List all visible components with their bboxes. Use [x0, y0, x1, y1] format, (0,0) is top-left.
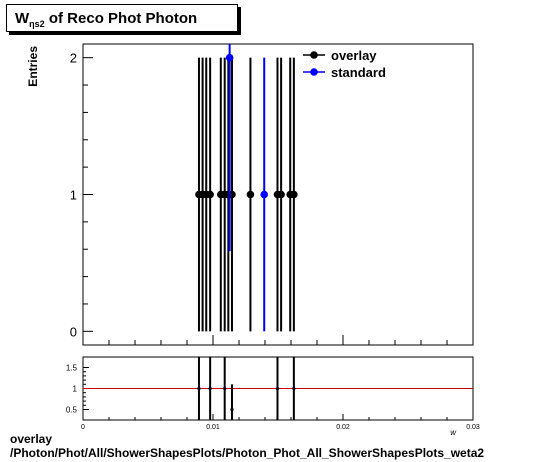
ratio-y-tick-label: 1.5	[66, 364, 78, 373]
main-y-tick-label: 1	[70, 188, 77, 203]
ratio-point-ratio	[292, 386, 296, 391]
main-point-standard	[225, 53, 234, 62]
main-point-overlay	[277, 190, 285, 199]
ratio-x-tick-label: 0.02	[336, 424, 350, 431]
footer-label: overlay	[10, 432, 53, 446]
main-y-axis-label: Entries	[26, 46, 40, 87]
ratio-point-ratio	[223, 386, 227, 391]
main-point-standard	[260, 190, 269, 199]
legend-label-standard: standard	[331, 65, 386, 80]
title-subscript: ηs2	[29, 19, 45, 29]
ratio-point-ratio	[230, 407, 234, 412]
main-y-tick-label: 0	[70, 324, 77, 339]
legend-label-overlay: overlay	[331, 48, 377, 63]
ratio-point-ratio	[275, 386, 280, 391]
main-y-tick-label: 2	[70, 51, 77, 66]
footer-path: /Photon/Phot/All/ShowerShapesPlots/Photo…	[10, 446, 485, 460]
ratio-y-tick-label: 0.5	[66, 406, 78, 415]
title-symbol: W	[15, 10, 30, 27]
title-rest: of Reco Phot Photon	[44, 10, 198, 27]
ratio-x-tick-label: 0	[81, 424, 85, 431]
legend-marker-standard	[310, 68, 318, 76]
ratio-y-tick-label: 1	[73, 385, 78, 394]
main-point-overlay	[206, 190, 214, 199]
main-point-overlay	[290, 190, 298, 199]
ratio-x-axis-label: w	[450, 428, 457, 437]
ratio-point-ratio	[208, 386, 212, 391]
chart-title: Wηs2 of Reco Phot Photon	[15, 10, 198, 29]
legend-marker-overlay	[310, 51, 318, 59]
ratio-x-tick-label: 0.01	[206, 424, 220, 431]
title-box: Wηs2 of Reco Phot Photon	[6, 4, 238, 32]
ratio-x-tick-label: 0.03	[466, 424, 480, 431]
ratio-point-ratio	[197, 386, 201, 391]
main-point-overlay	[246, 190, 255, 199]
